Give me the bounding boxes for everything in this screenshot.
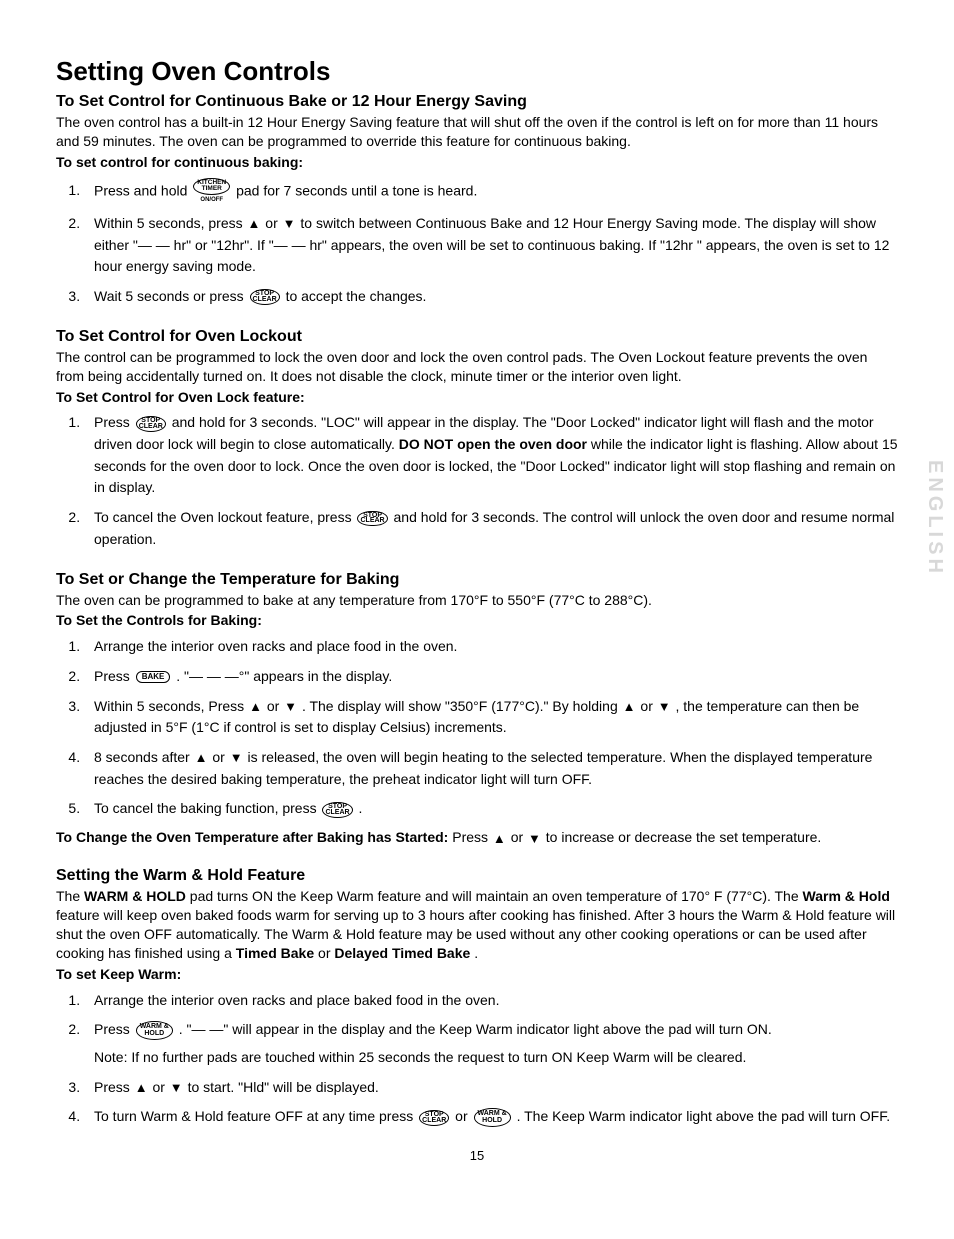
page-content: Setting Oven Controls To Set Control for… (0, 0, 954, 1193)
section-3-lead: To Set the Controls for Baking: (56, 611, 898, 630)
section-3-intro: The oven can be programmed to bake at an… (56, 591, 898, 610)
step-text: . The Keep Warm indicator light above th… (517, 1108, 891, 1124)
up-icon: ▲ (493, 830, 506, 848)
section-1-heading: To Set Control for Continuous Bake or 12… (56, 93, 898, 111)
down-icon: ▼ (230, 748, 243, 768)
step-text: Arrange the interior oven racks and plac… (94, 638, 457, 654)
section-1-lead: To set control for continuous baking: (56, 153, 898, 172)
warm-hold-icon: WARM &HOLD (136, 1021, 173, 1040)
step-text: or (212, 749, 228, 765)
section-4-intro: The WARM & HOLD pad turns ON the Keep Wa… (56, 887, 898, 963)
section-2-intro: The control can be programmed to lock th… (56, 348, 898, 386)
step-text: or (152, 1079, 168, 1095)
step-text: . (358, 800, 362, 816)
step-text: Arrange the interior oven racks and plac… (94, 992, 499, 1008)
stop-clear-icon: STOPCLEAR (419, 1110, 449, 1126)
down-icon: ▼ (528, 830, 541, 848)
step-text: 8 seconds after (94, 749, 194, 765)
list-item: 8 seconds after ▲ or ▼ is released, the … (84, 747, 898, 790)
step-text: Within 5 seconds, press (94, 215, 247, 231)
step-text: To cancel the Oven lockout feature, pres… (94, 509, 355, 525)
down-icon: ▼ (284, 697, 297, 717)
stop-clear-icon: STOPCLEAR (250, 289, 280, 305)
step-text: To cancel the baking function, press (94, 800, 320, 816)
step-text: . The display will show "350°F (177°C)."… (302, 698, 622, 714)
page-title: Setting Oven Controls (56, 56, 898, 87)
list-item: Arrange the interior oven racks and plac… (84, 990, 898, 1012)
language-tab: ENGLISH (923, 460, 946, 577)
up-icon: ▲ (195, 748, 208, 768)
step-note: Note: If no further pads are touched wit… (94, 1049, 746, 1065)
step-text: Press (94, 1079, 134, 1095)
section-4-steps: Arrange the interior oven racks and plac… (56, 990, 898, 1128)
section-1-intro: The oven control has a built-in 12 Hour … (56, 113, 898, 151)
bake-icon: BAKE (136, 671, 171, 683)
after-text: Press (452, 829, 492, 845)
step-text: Press (94, 1021, 134, 1037)
after-text: to increase or decrease the set temperat… (546, 829, 821, 845)
step-text: to accept the changes. (286, 288, 427, 304)
step-text: Within 5 seconds, Press (94, 698, 248, 714)
step-text: To turn Warm & Hold feature OFF at any t… (94, 1108, 417, 1124)
list-item: Press WARM &HOLD . "— —" will appear in … (84, 1019, 898, 1068)
section-2-steps: Press STOPCLEAR and hold for 3 seconds. … (56, 412, 898, 550)
section-2-heading: To Set Control for Oven Lockout (56, 328, 898, 346)
section-1-steps: Press and hold KITCHEN TIMER ON/OFF pad … (56, 178, 898, 308)
step-text: Wait 5 seconds or press (94, 288, 248, 304)
page-number: 15 (56, 1148, 898, 1163)
step-text: or (455, 1108, 471, 1124)
warm-hold-icon: WARM &HOLD (474, 1108, 511, 1127)
section-3-after: To Change the Oven Temperature after Bak… (56, 828, 898, 847)
list-item: To cancel the baking function, press STO… (84, 798, 898, 820)
step-text: . "— —" will appear in the display and t… (179, 1021, 772, 1037)
step-text: Press (94, 414, 134, 430)
step-text: is released, the oven will begin heating… (94, 749, 872, 787)
stop-clear-icon: STOPCLEAR (357, 511, 387, 527)
step-text: to start. "Hld" will be displayed. (188, 1079, 379, 1095)
list-item: Press ▲ or ▼ to start. "Hld" will be dis… (84, 1077, 898, 1099)
section-3-steps: Arrange the interior oven racks and plac… (56, 636, 898, 820)
list-item: Within 5 seconds, press ▲ or ▼ to switch… (84, 213, 898, 278)
down-icon: ▼ (170, 1078, 183, 1098)
up-icon: ▲ (135, 1078, 148, 1098)
up-icon: ▲ (249, 697, 262, 717)
section-4-lead: To set Keep Warm: (56, 965, 898, 984)
step-text: Press and hold (94, 182, 191, 198)
up-icon: ▲ (248, 214, 261, 234)
stop-clear-icon: STOPCLEAR (322, 802, 352, 818)
section-2-lead: To Set Control for Oven Lock feature: (56, 388, 898, 407)
list-item: Arrange the interior oven racks and plac… (84, 636, 898, 658)
step-text: . "— — —°" appears in the display. (176, 668, 392, 684)
step-bold: DO NOT open the oven door (399, 436, 587, 452)
step-text: or (267, 698, 283, 714)
kitchen-timer-icon: KITCHEN TIMER ON/OFF (193, 178, 230, 205)
list-item: Within 5 seconds, Press ▲ or ▼ . The dis… (84, 696, 898, 739)
after-text: or (511, 829, 527, 845)
after-bold: To Change the Oven Temperature after Bak… (56, 829, 448, 845)
list-item: Wait 5 seconds or press STOPCLEAR to acc… (84, 286, 898, 308)
section-3-heading: To Set or Change the Temperature for Bak… (56, 571, 898, 589)
list-item: To cancel the Oven lockout feature, pres… (84, 507, 898, 550)
step-text: pad for 7 seconds until a tone is heard. (236, 182, 477, 198)
up-icon: ▲ (623, 697, 636, 717)
down-icon: ▼ (283, 214, 296, 234)
section-4-heading: Setting the Warm & Hold Feature (56, 867, 898, 885)
list-item: Press and hold KITCHEN TIMER ON/OFF pad … (84, 178, 898, 205)
step-text: Press (94, 668, 134, 684)
step-text: or (265, 215, 281, 231)
list-item: Press BAKE . "— — —°" appears in the dis… (84, 666, 898, 688)
down-icon: ▼ (658, 697, 671, 717)
list-item: To turn Warm & Hold feature OFF at any t… (84, 1106, 898, 1128)
step-text: or (640, 698, 656, 714)
stop-clear-icon: STOPCLEAR (136, 416, 166, 432)
list-item: Press STOPCLEAR and hold for 3 seconds. … (84, 412, 898, 499)
